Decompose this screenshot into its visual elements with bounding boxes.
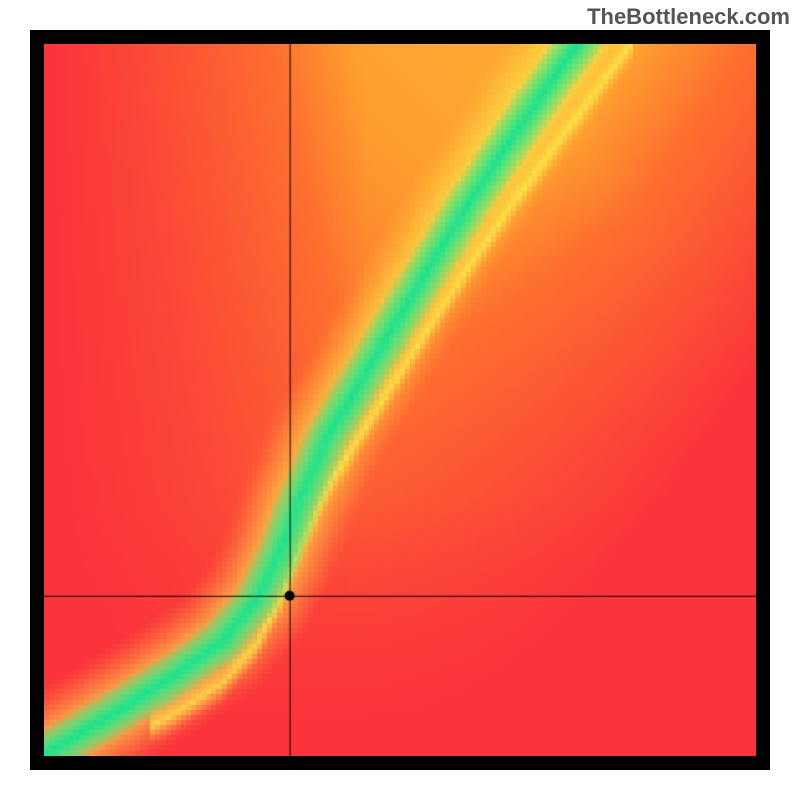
heatmap-canvas: [44, 44, 756, 756]
watermark-text: TheBottleneck.com: [587, 4, 790, 30]
page-root: TheBottleneck.com: [0, 0, 800, 800]
chart-frame: [30, 30, 770, 770]
